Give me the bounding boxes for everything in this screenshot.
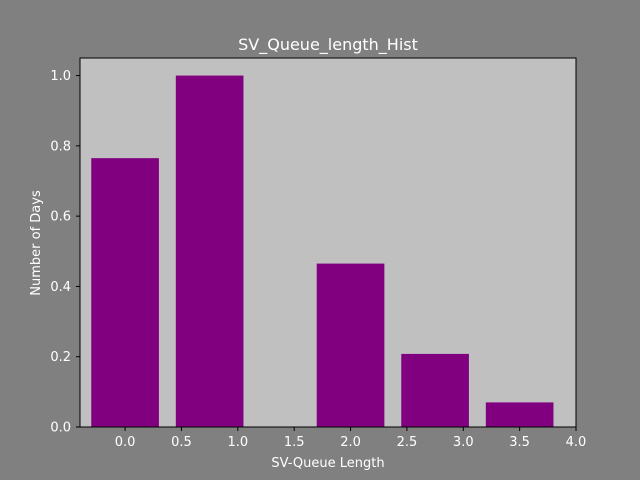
y-tick-label: 0.0 bbox=[50, 421, 71, 436]
bars-group bbox=[91, 75, 554, 427]
y-tick-label: 1.0 bbox=[50, 69, 71, 84]
bar bbox=[175, 75, 244, 427]
x-tick-label: 3.5 bbox=[509, 435, 530, 450]
y-tick-label: 0.2 bbox=[50, 350, 71, 365]
y-tick-label: 0.4 bbox=[50, 280, 71, 295]
bar bbox=[485, 402, 554, 427]
bar bbox=[401, 353, 469, 427]
chart-title: SV_Queue_length_Hist bbox=[238, 35, 418, 55]
plot-frame bbox=[79, 57, 577, 428]
x-axis-label: SV-Queue Length bbox=[271, 456, 384, 471]
x-tick-label: 1.5 bbox=[284, 435, 305, 450]
y-tick-label: 0.8 bbox=[50, 139, 71, 154]
x-axis-ticks: 0.0 0.5 1.0 1.5 2.0 2.5 3.0 3.5 4.0 bbox=[115, 427, 587, 450]
y-axis-label: Number of Days bbox=[29, 190, 44, 296]
y-tick-label: 0.6 bbox=[50, 210, 71, 225]
x-tick-label: 2.5 bbox=[397, 435, 418, 450]
x-tick-label: 3.0 bbox=[453, 435, 474, 450]
x-tick-label: 0.0 bbox=[115, 435, 136, 450]
x-tick-label: 1.0 bbox=[227, 435, 248, 450]
bar bbox=[91, 158, 159, 427]
x-tick-label: 0.5 bbox=[171, 435, 192, 450]
bar bbox=[316, 263, 385, 427]
x-tick-label: 4.0 bbox=[566, 435, 587, 450]
x-tick-label: 2.0 bbox=[340, 435, 361, 450]
y-axis-ticks: 0.0 0.2 0.4 0.6 0.8 1.0 bbox=[50, 69, 80, 436]
